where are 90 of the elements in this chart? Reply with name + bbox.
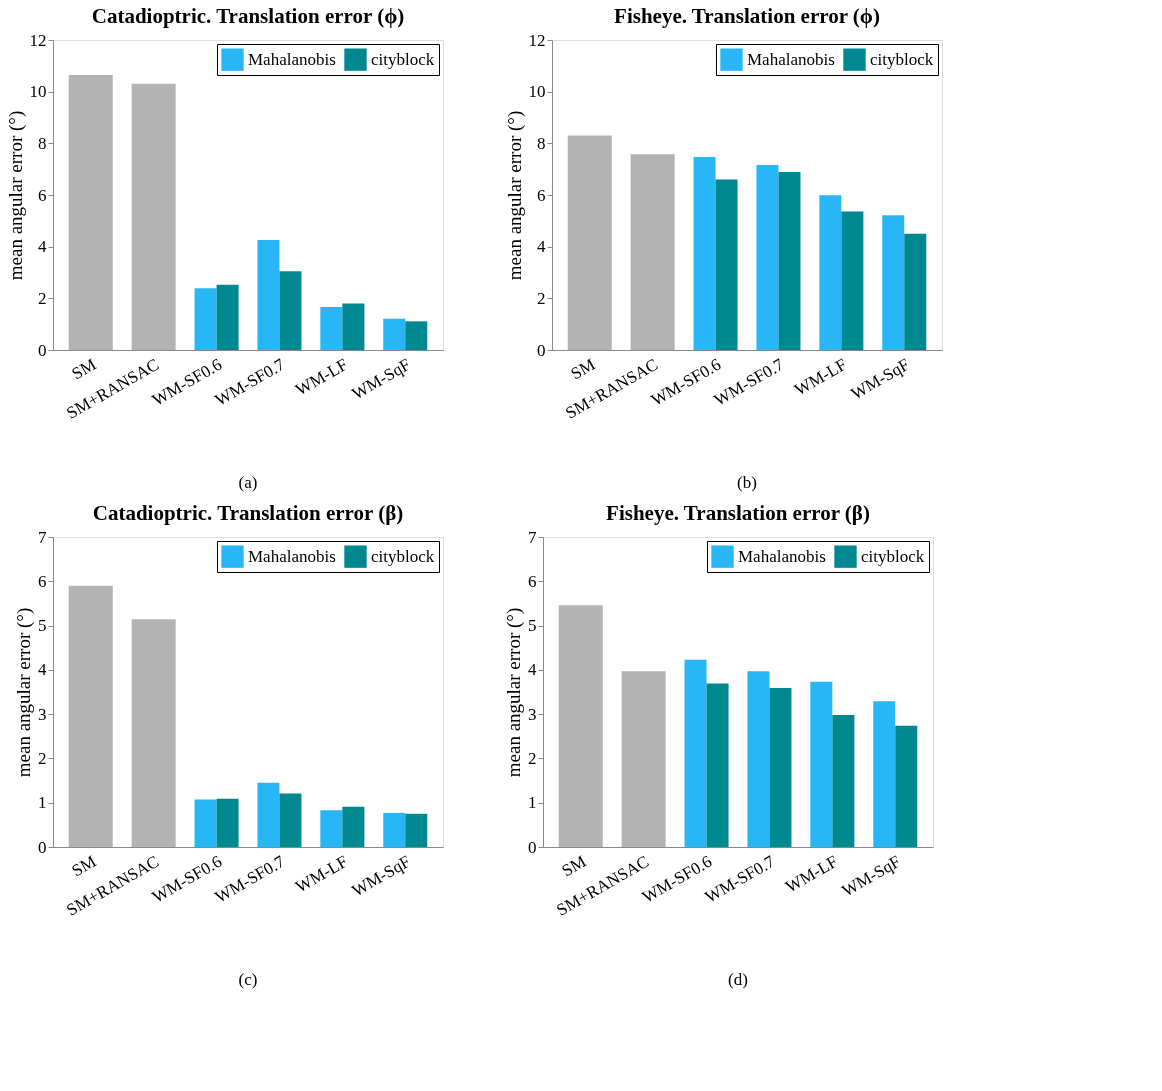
y-tick-label: 4 [38,237,47,257]
bar [194,288,217,350]
y-tick-label: 2 [38,748,47,768]
bar [216,798,239,847]
legend-label: Mahalanobis [738,546,826,566]
bar [895,725,918,847]
y-tick-label: 0 [537,340,546,360]
bar [320,307,343,350]
legend-label: Mahalanobis [747,49,835,69]
bar [819,195,842,350]
y-axis-title: mean angular error (°) [13,607,35,778]
y-tick-label: 7 [528,527,537,547]
y-tick-label: 2 [537,288,546,308]
bar [756,165,779,350]
bar [747,671,770,847]
bar [216,284,239,350]
y-tick-label: 5 [38,616,47,636]
bar [194,799,217,847]
y-tick-label: 0 [528,837,537,857]
y-axis-title: mean angular error (°) [503,607,525,778]
bar [342,303,365,350]
y-axis-title: mean angular error (°) [503,110,526,281]
y-tick-label: 1 [38,793,47,813]
y-tick-label: 12 [528,30,546,50]
bar [873,701,896,847]
bar [131,619,176,847]
legend-label: cityblock [371,546,435,566]
y-tick-label: 6 [537,185,546,205]
y-tick-label: 4 [528,660,537,680]
bar [68,585,113,847]
bar [810,681,833,847]
bar [68,74,113,350]
bar [383,318,406,350]
bar [904,233,927,350]
legend-label: cityblock [870,49,934,69]
y-axis-title: mean angular error (°) [4,110,27,281]
legend-label: Mahalanobis [248,546,336,566]
y-tick-label: 6 [38,185,47,205]
chart-title: Catadioptric. Translation error (ϕ) [91,4,405,28]
bar [621,671,666,847]
bar [257,239,280,350]
y-tick-label: 3 [528,704,537,724]
y-tick-label: 6 [528,571,537,591]
legend-label: cityblock [371,49,435,69]
legend-label: cityblock [861,546,925,566]
chart-title: Fisheye. Translation error (ϕ) [614,4,880,28]
bar [841,211,864,350]
y-tick-label: 4 [38,660,47,680]
chart-title: Fisheye. Translation error (β) [606,501,870,525]
y-tick-label: 8 [537,133,546,153]
y-tick-label: 3 [38,704,47,724]
bar [257,782,280,847]
y-tick-label: 8 [38,133,47,153]
text: (b) [737,473,757,492]
y-tick-label: 0 [38,340,47,360]
y-tick-label: 10 [29,82,47,102]
bar [832,715,855,847]
y-tick-label: 12 [29,30,47,50]
y-tick-label: 0 [38,837,47,857]
bar [279,271,302,350]
bar [769,688,792,847]
bar [630,154,675,350]
bar [405,813,428,847]
y-tick-label: 10 [528,82,546,102]
bar [684,659,707,847]
chart-title: Catadioptric. Translation error (β) [92,501,404,525]
bar [131,83,176,350]
bar [405,321,428,350]
y-tick-label: 5 [528,616,537,636]
bar [693,157,716,350]
bar [342,806,365,847]
legend-label: Mahalanobis [248,49,336,69]
text: (d) [728,970,748,989]
y-tick-label: 2 [38,288,47,308]
text: (a) [238,473,258,492]
bar [558,605,603,847]
bar [320,810,343,847]
y-tick-label: 2 [528,748,537,768]
bar [706,683,729,847]
bar [279,793,302,847]
y-tick-label: 7 [38,527,47,547]
bar [383,812,406,847]
bar [778,172,801,350]
text: (c) [238,970,258,989]
bar [882,215,905,350]
bar [715,179,738,350]
y-tick-label: 4 [537,237,546,257]
y-tick-label: 1 [528,793,537,813]
y-tick-label: 6 [38,571,47,591]
bar [567,135,612,350]
